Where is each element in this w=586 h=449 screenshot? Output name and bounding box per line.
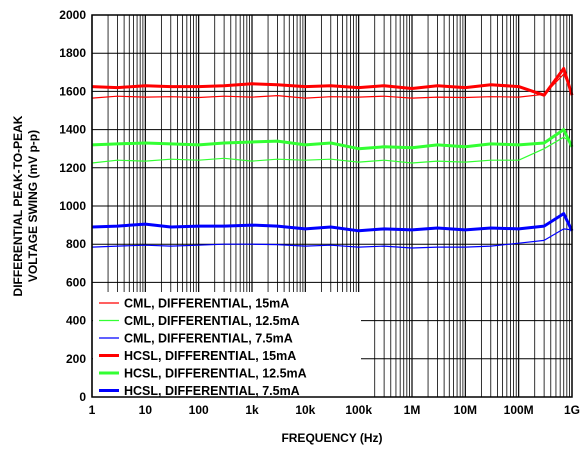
y-tick-label: 1200 xyxy=(59,161,86,175)
y-tick-label: 1800 xyxy=(59,46,86,60)
legend-label-3: CML, DIFFERENTIAL, 7.5mA xyxy=(124,332,293,346)
legend-label-4: HCSL, DIFFERENTIAL, 15mA xyxy=(124,349,296,363)
y-tick-label: 800 xyxy=(66,237,86,251)
x-tick-label: 10k xyxy=(295,403,315,417)
series-line-5 xyxy=(91,128,574,151)
legend-label-1: CML, DIFFERENTIAL, 15mA xyxy=(124,297,289,311)
tick-layer: 1 10 100 1k 10k 100k 1M 10M 100M 1G 0 200 400 600 800 1… xyxy=(59,8,580,417)
x-tick-label: 100 xyxy=(189,403,209,417)
series-line-4 xyxy=(91,67,574,97)
legend-label-6: HCSL, DIFFERENTIAL, 7.5mA xyxy=(124,384,300,398)
label-layer: FREQUENCY (Hz) DIFFERENTIAL PEAK-TO-PEAK V… xyxy=(11,115,383,445)
x-tick-label: 100M xyxy=(504,403,534,417)
y-axis-label-line1: DIFFERENTIAL PEAK-TO-PEAK xyxy=(11,115,25,296)
y-tick-label: 2000 xyxy=(59,8,86,22)
x-axis-label: FREQUENCY (Hz) xyxy=(281,431,382,445)
y-tick-label: 1000 xyxy=(59,199,86,213)
x-tick-label: 1 xyxy=(89,403,96,417)
x-tick-label: 10 xyxy=(139,403,153,417)
x-tick-label: 100k xyxy=(345,403,372,417)
y-tick-label: 200 xyxy=(66,352,86,366)
legend-layer: CML, DIFFERENTIAL, 15mA CML, DIFFERENTIAL… xyxy=(93,292,361,403)
y-tick-label: 0 xyxy=(79,390,86,404)
x-tick-label: 10M xyxy=(454,403,477,417)
y-axis-label-line2: VOLTAGE SWING (mV p-p) xyxy=(26,130,40,282)
x-tick-label: 1M xyxy=(404,403,421,417)
x-tick-label: 1k xyxy=(245,403,259,417)
x-tick-label: 1G xyxy=(564,403,580,417)
plot-frame xyxy=(91,14,573,398)
y-tick-label: 400 xyxy=(66,314,86,328)
y-tick-label: 1400 xyxy=(59,123,86,137)
legend-label-5: HCSL, DIFFERENTIAL, 12.5mA xyxy=(124,367,307,381)
series-line-1 xyxy=(91,73,573,99)
legend-label-2: CML, DIFFERENTIAL, 12.5mA xyxy=(124,314,300,328)
y-tick-label: 600 xyxy=(66,275,86,289)
series-line-6 xyxy=(91,212,574,233)
series-line-3 xyxy=(91,228,573,249)
y-tick-label: 1600 xyxy=(59,84,86,98)
legend-box xyxy=(93,292,361,403)
series-layer xyxy=(91,67,574,249)
series-line-2 xyxy=(91,136,573,164)
